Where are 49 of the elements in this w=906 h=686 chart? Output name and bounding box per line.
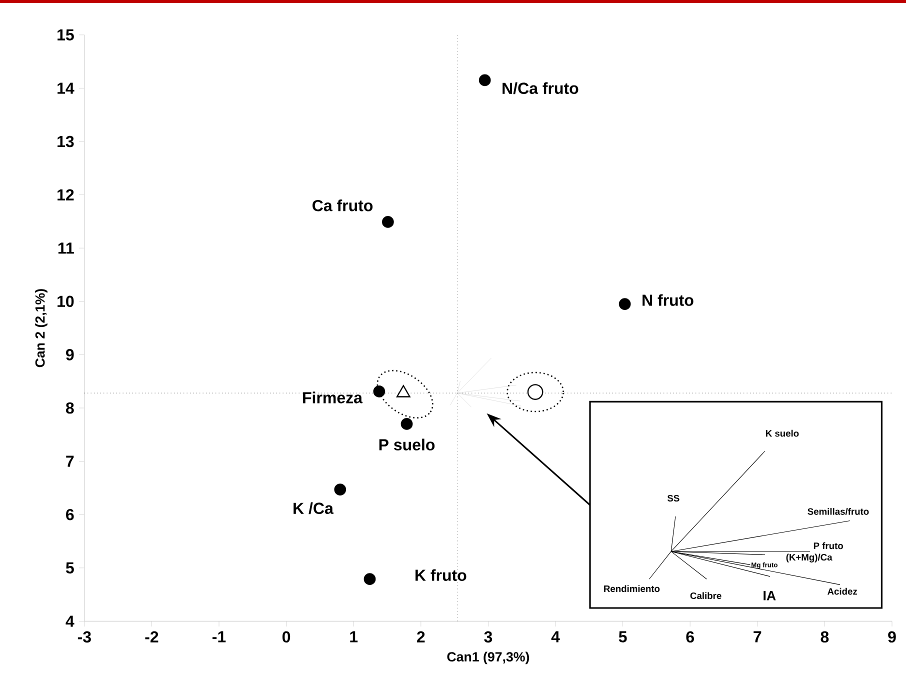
x-tick-label: 1 — [350, 631, 358, 642]
annotation: N/Ca fruto — [502, 82, 578, 94]
x-tick-label: 7 — [754, 631, 762, 642]
y-tick-label: 14 — [58, 82, 74, 94]
y-axis-title: Can 2 (2,1%) — [34, 289, 48, 368]
annotation: IA — [764, 591, 776, 600]
y-tick-label: 4 — [66, 616, 74, 627]
annotation: Semillas/fruto — [808, 508, 869, 515]
y-tick-label: 5 — [66, 562, 74, 574]
y-tick-label: 11 — [58, 242, 74, 254]
x-tick-label: 9 — [888, 631, 896, 643]
point — [400, 418, 413, 430]
annotation: N fruto — [642, 294, 694, 306]
annotation: Calibre — [690, 592, 722, 600]
x-tick-label: -2 — [145, 631, 158, 642]
x-tick-label: 5 — [618, 631, 627, 642]
annotation: (K+Mg)/Ca — [786, 554, 832, 562]
point — [618, 298, 631, 310]
x-tick-label: 2 — [417, 631, 425, 642]
x-tick-label: 4 — [551, 631, 560, 642]
x-tick-label: -3 — [78, 631, 91, 643]
y-tick-label: 6 — [66, 508, 74, 520]
y-tick-label: 9 — [66, 349, 74, 360]
x-tick-label: 6 — [686, 631, 694, 643]
x-tick-label: -1 — [212, 631, 226, 642]
x-tick-label: 8 — [820, 631, 829, 643]
y-tick-label: 12 — [58, 189, 74, 200]
annotation: Ca fruto — [312, 200, 373, 212]
y-tick-label: 15 — [58, 29, 74, 40]
annotation: K fruto — [416, 569, 466, 581]
point — [382, 216, 394, 228]
annotation: P fruto — [814, 542, 843, 550]
annotation: SS — [667, 494, 680, 502]
y-tick-label: 13 — [58, 136, 74, 148]
x-tick-label: 3 — [484, 631, 492, 643]
annotation: Rendimiento — [604, 585, 660, 592]
point — [478, 74, 491, 86]
y-tick-label: 8 — [66, 402, 74, 414]
y-tick-label: 10 — [58, 296, 74, 308]
x-tick-label: 0 — [282, 631, 290, 643]
point — [364, 573, 376, 586]
annotation: Firmeza — [303, 392, 363, 404]
y-tick-label: 7 — [66, 456, 74, 467]
annotation: Acidez — [828, 588, 858, 595]
x-axis-title: Can1 (97,3%) — [447, 652, 530, 664]
annotation: P suelo — [379, 438, 435, 450]
annotation: K /Ca — [294, 502, 334, 514]
annotation: K suelo — [766, 430, 799, 437]
point — [334, 484, 346, 496]
